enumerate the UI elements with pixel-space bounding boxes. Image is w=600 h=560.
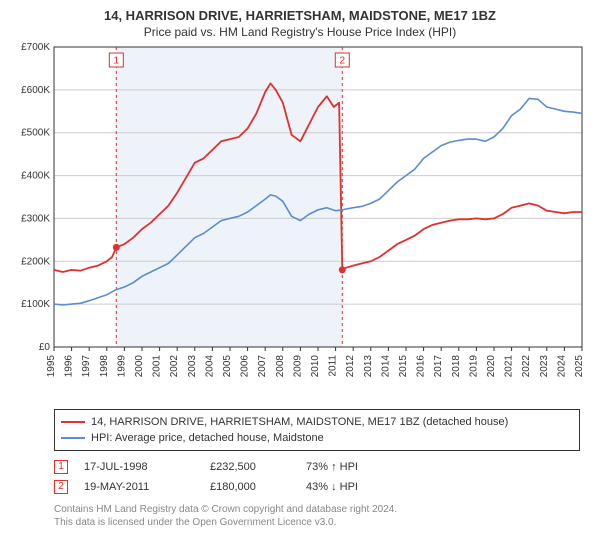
sales-table: 1 17-JUL-1998 £232,500 73% ↑ HPI 2 19-MAY-201… xyxy=(54,457,580,497)
svg-text:2021: 2021 xyxy=(504,355,515,378)
svg-text:£200K: £200K xyxy=(21,256,50,267)
svg-text:1: 1 xyxy=(114,56,120,67)
svg-text:2006: 2006 xyxy=(240,355,251,378)
page-root: 14, HARRISON DRIVE, HARRIETSHAM, MAIDSTO… xyxy=(0,0,600,560)
svg-text:2010: 2010 xyxy=(310,355,321,378)
svg-text:2011: 2011 xyxy=(328,355,339,377)
legend-row: HPI: Average price, detached house, Maid… xyxy=(61,430,573,446)
svg-text:2008: 2008 xyxy=(275,355,286,378)
legend-label: 14, HARRISON DRIVE, HARRIETSHAM, MAIDSTO… xyxy=(91,414,508,430)
chart-container: £0 £100K £200K £300K £400K £500K £600K £700K 199… xyxy=(10,43,590,403)
legend-label: HPI: Average price, detached house, Maid… xyxy=(91,430,324,446)
sale-pct-vs-hpi: 73% ↑ HPI xyxy=(306,457,396,477)
svg-text:2005: 2005 xyxy=(222,355,233,378)
svg-text:2016: 2016 xyxy=(416,355,427,378)
footer-line-1: Contains HM Land Registry data © Crown c… xyxy=(54,503,580,516)
sale-pct-vs-hpi: 43% ↓ HPI xyxy=(306,477,396,497)
footer-attribution: Contains HM Land Registry data © Crown c… xyxy=(54,503,580,529)
svg-text:2015: 2015 xyxy=(398,355,409,378)
chart-title: 14, HARRISON DRIVE, HARRIETSHAM, MAIDSTO… xyxy=(10,8,590,23)
sale-date: 19-MAY-2011 xyxy=(84,477,194,497)
svg-text:2002: 2002 xyxy=(169,355,180,378)
svg-text:2013: 2013 xyxy=(363,355,374,378)
svg-text:2: 2 xyxy=(340,56,346,67)
svg-text:2007: 2007 xyxy=(257,355,268,378)
svg-text:2019: 2019 xyxy=(468,355,479,378)
legend-swatch xyxy=(61,437,85,439)
sale-price: £180,000 xyxy=(210,477,290,497)
svg-text:2014: 2014 xyxy=(380,355,391,378)
svg-text:2001: 2001 xyxy=(152,355,163,378)
svg-text:1999: 1999 xyxy=(116,355,127,378)
price-chart: £0 £100K £200K £300K £400K £500K £600K £700K 199… xyxy=(10,43,590,403)
svg-text:£100K: £100K xyxy=(21,299,50,310)
sale-marker-icon: 2 xyxy=(54,480,68,494)
sale-row: 2 19-MAY-2011 £180,000 43% ↓ HPI xyxy=(54,477,580,497)
svg-text:£700K: £700K xyxy=(21,43,50,53)
chart-subtitle: Price paid vs. HM Land Registry's House … xyxy=(10,25,590,39)
svg-text:2020: 2020 xyxy=(486,355,497,378)
sale-row: 1 17-JUL-1998 £232,500 73% ↑ HPI xyxy=(54,457,580,477)
svg-text:1998: 1998 xyxy=(99,355,110,378)
legend-box: 14, HARRISON DRIVE, HARRIETSHAM, MAIDSTO… xyxy=(54,409,580,451)
sale-price: £232,500 xyxy=(210,457,290,477)
svg-text:£0: £0 xyxy=(39,342,51,353)
svg-text:2022: 2022 xyxy=(521,355,532,378)
svg-text:£300K: £300K xyxy=(21,213,50,224)
footer-line-2: This data is licensed under the Open Gov… xyxy=(54,516,580,529)
legend-swatch xyxy=(61,421,85,423)
svg-text:£600K: £600K xyxy=(21,85,50,96)
svg-text:2025: 2025 xyxy=(574,355,585,378)
svg-text:2009: 2009 xyxy=(292,355,303,378)
svg-text:2023: 2023 xyxy=(539,355,550,378)
sale-date: 17-JUL-1998 xyxy=(84,457,194,477)
svg-text:2017: 2017 xyxy=(433,355,444,378)
svg-text:1997: 1997 xyxy=(81,355,92,378)
svg-text:2024: 2024 xyxy=(556,355,567,378)
svg-text:1995: 1995 xyxy=(46,355,57,378)
svg-text:2012: 2012 xyxy=(345,355,356,378)
legend-row: 14, HARRISON DRIVE, HARRIETSHAM, MAIDSTO… xyxy=(61,414,573,430)
sale-marker-icon: 1 xyxy=(54,460,68,474)
svg-text:2000: 2000 xyxy=(134,355,145,378)
svg-text:£500K: £500K xyxy=(21,128,50,139)
svg-text:2003: 2003 xyxy=(187,355,198,378)
svg-text:2018: 2018 xyxy=(451,355,462,378)
svg-text:2004: 2004 xyxy=(204,355,215,378)
svg-text:1996: 1996 xyxy=(64,355,75,378)
svg-text:£400K: £400K xyxy=(21,171,50,182)
